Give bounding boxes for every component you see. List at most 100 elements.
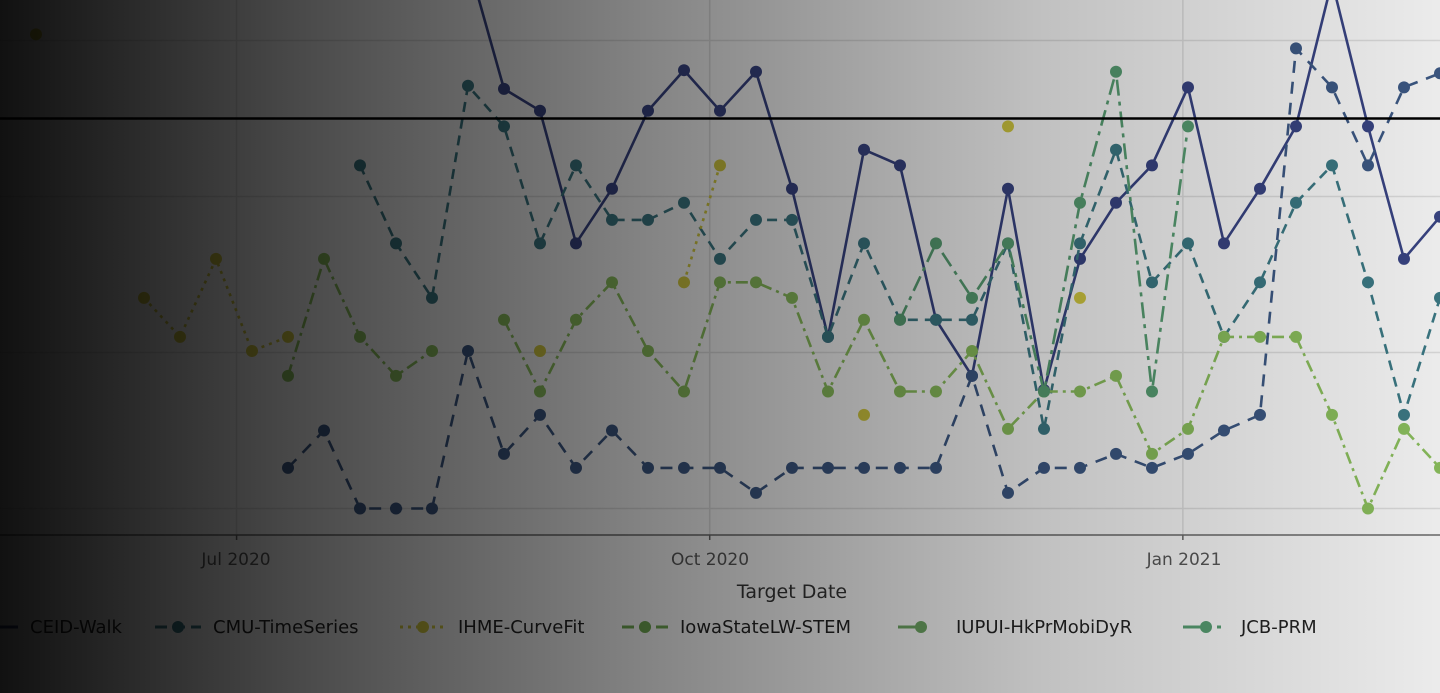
x-axis-title: Target Date [736,581,848,603]
data-point [678,461,690,474]
data-point [1362,159,1374,172]
data-point [534,408,546,421]
data-point [1326,159,1338,172]
data-point [750,65,762,78]
legend-swatch-icon [155,621,201,633]
data-point [642,344,654,357]
data-point [1110,65,1122,78]
data-point [678,385,690,398]
data-point [930,313,942,326]
data-point [714,252,726,265]
data-point [30,28,42,41]
data-point [354,330,366,343]
data-point [1146,461,1158,474]
data-point [1398,81,1410,94]
data-point [174,330,186,343]
data-point [858,313,870,326]
data-point [1254,182,1266,195]
data-point [282,369,294,382]
data-point [1074,461,1086,474]
legend-item-cmu-timeseries[interactable]: CMU-TimeSeries [155,614,359,640]
data-point [1110,196,1122,209]
data-point [1146,447,1158,460]
data-point [894,385,906,398]
legend-label: IowaStateLW-STEM [680,616,851,638]
data-point [534,385,546,398]
data-point [1254,408,1266,421]
data-point [1398,408,1410,421]
data-point [606,276,618,289]
data-point [1398,422,1410,435]
data-point [282,461,294,474]
data-point [822,385,834,398]
data-point [1218,330,1230,343]
data-point [750,486,762,499]
data-point [570,237,582,250]
data-point [858,408,870,421]
data-point [462,79,474,92]
data-point [1002,422,1014,435]
legend-item-iupui-hkprmobidyr[interactable]: IUPUI-HkPrMobiDyR [898,614,1132,640]
data-point [354,502,366,515]
data-point [786,291,798,304]
data-point [138,291,150,304]
data-point [1290,196,1302,209]
data-point [966,344,978,357]
data-point [1002,182,1014,195]
data-point [1218,424,1230,437]
data-point [606,213,618,226]
data-point [930,385,942,398]
data-point [498,447,510,460]
legend-item-iowastatelw-stem[interactable]: IowaStateLW-STEM [622,614,851,640]
data-point [642,213,654,226]
data-point [1038,461,1050,474]
legend-item-ihme-curvefit[interactable]: IHME-CurveFit [400,614,584,640]
data-point [282,330,294,343]
data-point [750,276,762,289]
data-point [1218,237,1230,250]
data-point [570,313,582,326]
data-point [1038,385,1050,398]
gridlines [0,0,1440,540]
legend-label: IHME-CurveFit [458,616,585,638]
data-point [1182,422,1194,435]
data-point [1038,422,1050,435]
data-point [1254,276,1266,289]
legend-label: CMU-TimeSeries [213,616,359,638]
data-point [678,64,690,77]
data-point [1182,120,1194,133]
data-point [570,159,582,172]
data-point [534,104,546,117]
data-point [390,237,402,250]
legend-item-ceid-walk[interactable]: CEID-Walk [0,614,122,640]
data-point [1326,81,1338,94]
chart-plot-area [0,0,1440,540]
data-point [1110,447,1122,460]
data-point [858,237,870,250]
data-point [1362,120,1374,133]
data-point [714,104,726,117]
data-point [354,159,366,172]
legend-item-jcb-prm[interactable]: JCB-PRM [1183,614,1317,640]
data-point [894,313,906,326]
data-point [1182,81,1194,94]
data-point [966,313,978,326]
data-point [1074,237,1086,250]
x-tick-jan-2021: Jan 2021 [1146,550,1222,570]
data-point [1398,252,1410,265]
data-point [426,502,438,515]
data-point [786,461,798,474]
data-point [606,424,618,437]
data-point [786,182,798,195]
data-point [966,369,978,382]
data-point [858,461,870,474]
legend-swatch-icon [622,621,668,633]
data-point [1110,369,1122,382]
data-point [750,213,762,226]
data-point [1362,502,1374,515]
legend-swatch-icon [0,625,18,629]
data-point [1290,330,1302,343]
data-point [210,252,222,265]
data-point [894,159,906,172]
plot-background [0,0,1440,535]
